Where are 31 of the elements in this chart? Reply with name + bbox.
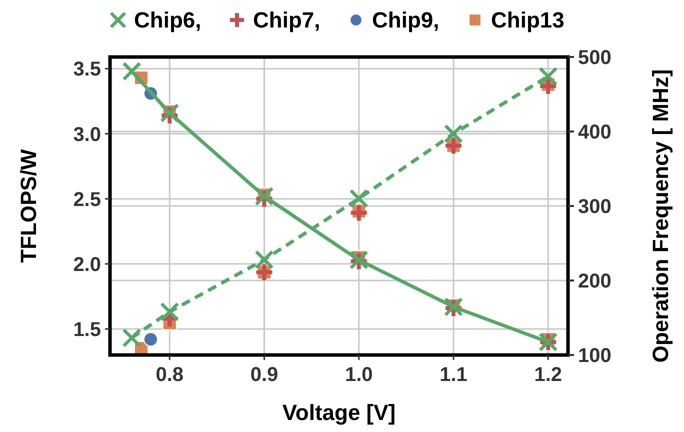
point (349, 188, 368, 208)
y2-tick-label: 200 (578, 270, 612, 292)
y-tick-label: 2.5 (73, 188, 101, 211)
x-tick-label: 0.8 (156, 364, 184, 386)
y2-axis-title: Operation Frequency [ MHz] (648, 69, 673, 363)
y2-tick-label: 300 (578, 196, 612, 218)
x-tick-label: 1.0 (344, 364, 373, 386)
point (143, 332, 158, 347)
y2-tick-label: 500 (578, 47, 612, 69)
legend-label: Chip7, (253, 8, 320, 33)
point (444, 124, 464, 144)
legend-label: Chip13 (491, 8, 564, 33)
point (160, 302, 180, 322)
point (254, 250, 274, 270)
y2-tick-label: 400 (578, 122, 612, 144)
point (122, 328, 142, 348)
point (538, 66, 558, 86)
x-axis-title: Voltage [V] (282, 400, 396, 425)
y-axis-title: TFLOPS/W (16, 148, 41, 263)
y2-tick-label: 100 (578, 345, 612, 367)
x-tick-label: 0.9 (250, 364, 278, 386)
point (122, 62, 142, 81)
x-tick-label: 1.2 (534, 364, 562, 386)
y-tick-label: 1.5 (73, 318, 101, 341)
y-tick-label: 3.5 (73, 58, 101, 81)
x-tick-label: 1.1 (440, 364, 468, 386)
legend-label: Chip9, (372, 8, 440, 33)
y-tick-label: 3.0 (73, 124, 101, 146)
y-tick-label: 2.0 (73, 254, 101, 276)
legend-label: Chip6, (134, 8, 202, 33)
point (348, 202, 369, 223)
